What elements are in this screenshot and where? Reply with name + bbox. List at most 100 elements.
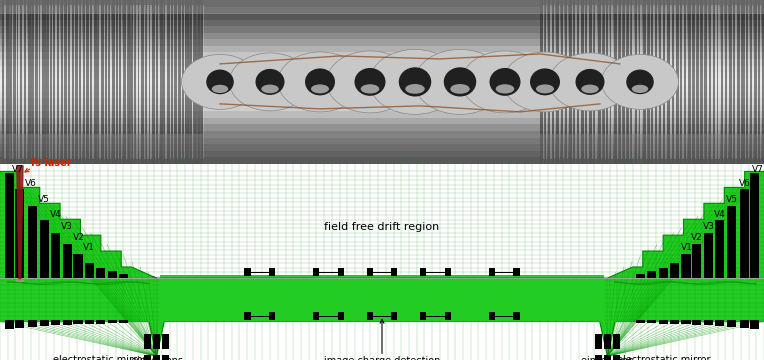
Bar xyxy=(155,5,157,159)
Bar xyxy=(489,271,520,273)
Ellipse shape xyxy=(399,67,431,96)
Bar xyxy=(445,312,451,320)
Ellipse shape xyxy=(206,69,234,94)
Bar xyxy=(752,5,753,159)
Bar xyxy=(577,0,579,164)
Bar xyxy=(513,268,520,276)
Bar xyxy=(92,5,94,159)
Bar xyxy=(15,320,24,328)
Bar xyxy=(5,0,9,164)
Bar xyxy=(170,0,173,164)
Bar xyxy=(691,5,692,159)
Ellipse shape xyxy=(311,84,329,93)
Bar xyxy=(606,0,607,164)
Bar xyxy=(672,0,675,164)
Bar xyxy=(713,0,715,164)
Bar xyxy=(86,0,89,164)
Bar xyxy=(163,5,164,159)
Bar xyxy=(24,0,26,164)
Bar xyxy=(196,0,199,164)
Bar xyxy=(134,0,136,164)
Bar xyxy=(0,98,764,105)
Bar xyxy=(17,0,18,164)
Bar xyxy=(708,0,711,164)
Bar xyxy=(558,5,560,159)
Bar xyxy=(681,254,691,278)
Bar xyxy=(655,0,657,164)
Bar xyxy=(617,5,619,159)
Bar xyxy=(622,0,625,164)
Bar xyxy=(757,5,759,159)
Bar xyxy=(727,320,736,327)
Bar xyxy=(581,0,584,164)
Bar xyxy=(597,0,601,164)
Bar xyxy=(715,320,724,326)
Bar xyxy=(717,0,718,164)
Bar xyxy=(741,0,745,164)
Bar xyxy=(692,244,701,278)
Ellipse shape xyxy=(326,51,413,113)
Ellipse shape xyxy=(575,69,604,95)
Bar xyxy=(732,5,733,159)
Ellipse shape xyxy=(361,84,379,94)
Bar xyxy=(22,5,24,159)
Bar xyxy=(721,0,723,164)
Bar xyxy=(589,0,592,164)
Bar xyxy=(572,5,574,159)
Bar xyxy=(513,312,520,320)
Bar xyxy=(0,111,764,118)
Bar xyxy=(0,144,764,151)
Bar xyxy=(74,5,75,159)
Bar xyxy=(46,0,49,164)
Bar xyxy=(0,26,764,33)
Bar xyxy=(38,5,40,159)
Bar xyxy=(96,320,105,324)
Bar xyxy=(601,5,603,159)
Bar xyxy=(67,5,69,159)
Bar xyxy=(199,5,201,159)
Bar xyxy=(57,0,59,164)
Bar xyxy=(0,150,764,157)
Bar xyxy=(136,5,138,159)
Bar xyxy=(0,134,764,164)
Bar xyxy=(670,320,679,324)
Ellipse shape xyxy=(15,279,24,282)
Bar xyxy=(141,0,144,164)
Bar xyxy=(51,233,60,278)
Bar xyxy=(682,5,684,159)
Bar xyxy=(489,312,495,320)
Bar xyxy=(573,0,575,164)
Bar xyxy=(101,0,104,164)
Bar xyxy=(104,5,105,159)
Bar xyxy=(144,355,151,360)
Bar xyxy=(651,0,653,164)
Bar xyxy=(749,0,752,164)
Bar xyxy=(718,5,720,159)
Bar xyxy=(147,5,149,159)
Bar xyxy=(704,5,705,159)
Bar xyxy=(659,0,662,164)
Bar xyxy=(614,0,617,164)
Ellipse shape xyxy=(229,53,311,111)
Bar xyxy=(72,0,74,164)
Bar xyxy=(144,5,146,159)
Bar xyxy=(5,174,14,278)
Bar xyxy=(157,5,159,159)
Bar xyxy=(110,5,112,159)
Bar xyxy=(313,315,344,317)
Bar xyxy=(183,5,185,159)
Bar xyxy=(0,131,764,138)
Bar xyxy=(0,91,764,98)
Bar xyxy=(613,355,620,360)
Bar xyxy=(762,0,764,164)
Ellipse shape xyxy=(261,85,279,93)
Bar xyxy=(63,5,64,159)
Bar xyxy=(636,320,645,323)
Bar xyxy=(177,5,178,159)
Bar xyxy=(163,0,165,164)
Bar xyxy=(715,220,724,278)
Bar xyxy=(162,355,170,360)
Bar xyxy=(544,0,545,164)
Bar xyxy=(174,0,177,164)
Bar xyxy=(565,0,567,164)
